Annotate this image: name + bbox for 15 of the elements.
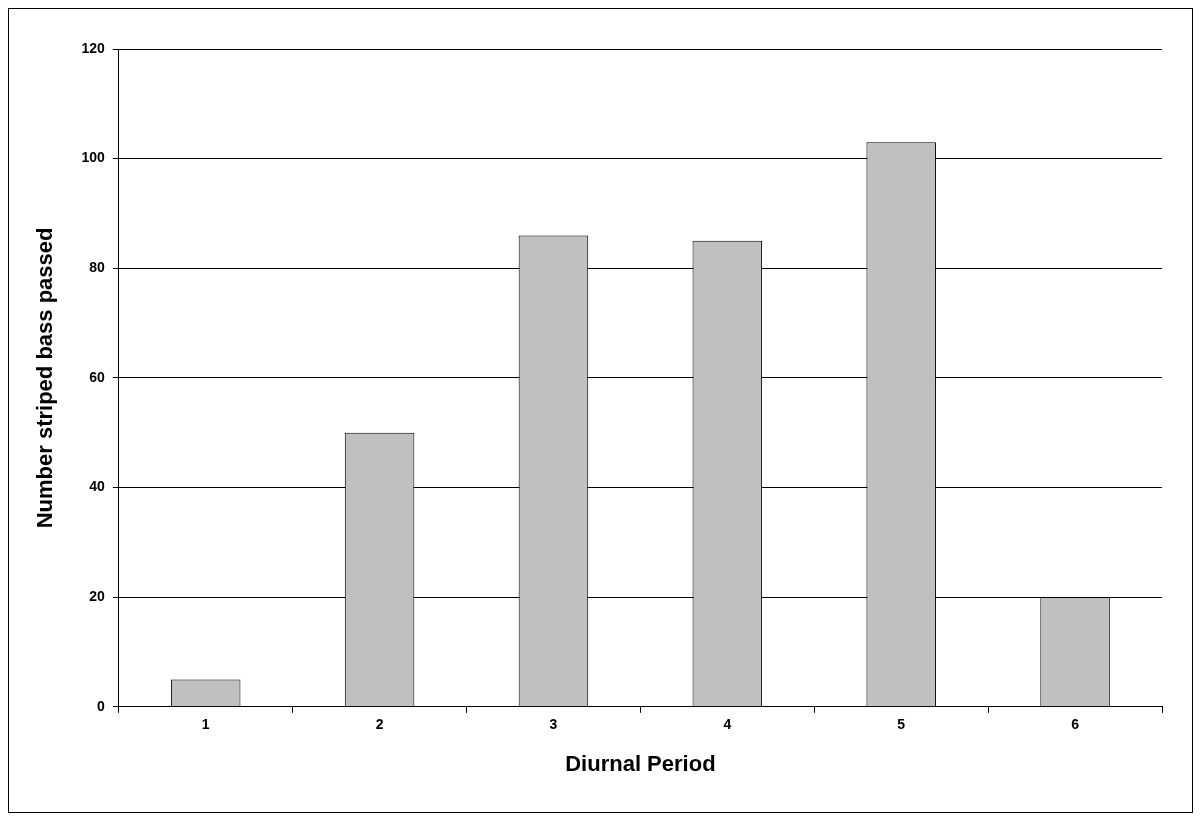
x-tick-label: 5 [897,716,906,733]
x-tick-label: 4 [723,716,732,733]
x-tick-label: 1 [201,716,210,733]
y-tick-label: 100 [81,149,105,166]
x-tick-label: 2 [375,716,384,733]
y-tick-label: 80 [89,259,105,276]
y-tick-label: 120 [81,39,105,56]
y-axis-title: Number striped bass passed [32,227,58,529]
y-tick-label: 60 [89,368,105,385]
y-tick-label: 20 [89,588,105,605]
x-tick-label: 3 [549,716,558,733]
x-tick-label: 6 [1071,716,1080,733]
y-tick-label: 40 [89,478,105,495]
x-axis-title: Diurnal Period [565,750,716,776]
y-tick-label: 0 [96,697,105,714]
